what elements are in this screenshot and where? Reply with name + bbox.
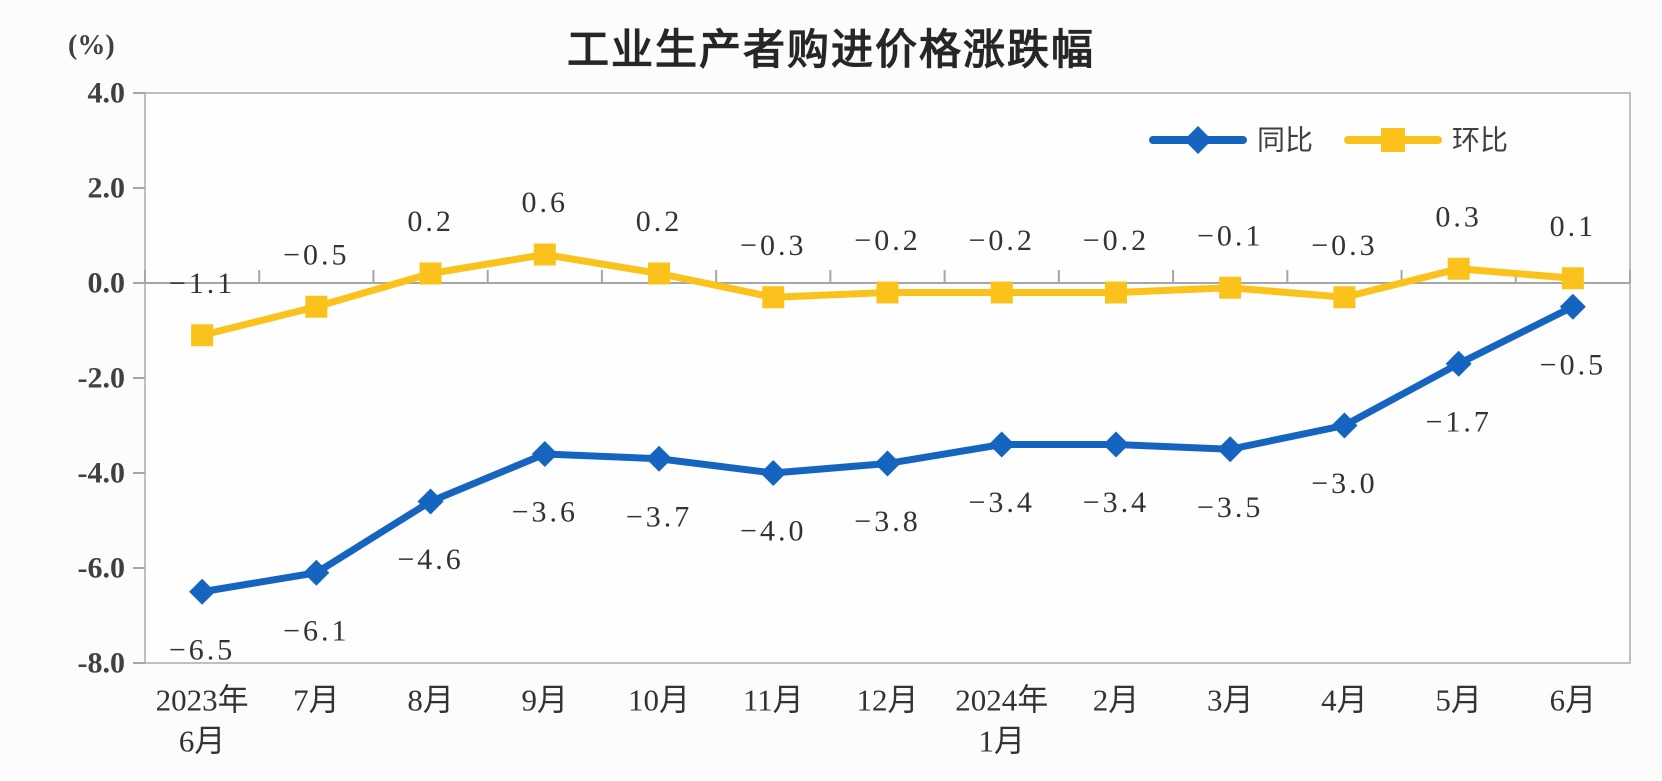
data-point-marker — [1447, 257, 1470, 280]
data-point-marker — [417, 488, 444, 515]
data-point-marker — [1104, 281, 1127, 304]
data-point-marker — [191, 324, 214, 347]
legend-item-yoy: 同比 — [1149, 125, 1313, 156]
data-point-marker — [1217, 436, 1244, 463]
x-axis-tick-label: 8月 — [407, 683, 454, 718]
data-point-marker — [1331, 412, 1358, 439]
data-point-marker — [646, 445, 673, 472]
data-point-label: 0.1 — [1550, 210, 1597, 243]
x-axis-tick-label: 10月 — [628, 683, 690, 718]
data-point-marker — [305, 295, 328, 318]
x-axis-tick-label: 2023年 — [156, 683, 249, 718]
data-point-label: −0.2 — [1083, 224, 1149, 257]
legend-label-mom: 环比 — [1452, 125, 1508, 156]
y-axis-tick-label: -6.0 — [78, 552, 126, 585]
y-axis-tick-label: 0.0 — [88, 267, 126, 300]
data-point-label: −6.1 — [283, 614, 349, 647]
data-point-label: −0.1 — [1197, 219, 1263, 252]
data-point-label: −1.1 — [169, 267, 235, 300]
data-point-label: −4.0 — [740, 515, 806, 548]
x-axis-tick-label: 7月 — [293, 683, 340, 718]
data-point-marker — [876, 281, 899, 304]
y-axis-tick-label: 2.0 — [88, 172, 126, 205]
data-point-label: −0.5 — [1540, 348, 1606, 381]
legend-item-mom: 环比 — [1344, 125, 1508, 156]
y-axis-tick-label: -8.0 — [78, 647, 126, 680]
x-axis-tick-label: 1月 — [978, 724, 1025, 759]
data-point-marker — [874, 450, 901, 477]
legend-label-yoy: 同比 — [1257, 125, 1313, 156]
data-point-marker — [533, 243, 556, 266]
chart-title: 工业生产者购进价格涨跌幅 — [566, 26, 1095, 73]
data-point-label: −3.7 — [626, 500, 692, 533]
x-axis-tick-label: 12月 — [857, 683, 919, 718]
data-point-label: −3.6 — [512, 496, 578, 529]
series-mom: −1.1 −0.5 0.2 0.6 0.2 −0.3 −0.2 −0.2 −0.2 −0.1 −0.… — [169, 186, 1597, 347]
data-point-label: −0.3 — [740, 229, 806, 262]
data-point-label: 0.2 — [407, 205, 454, 238]
legend-square-icon — [1381, 128, 1405, 152]
data-point-label: 0.6 — [522, 186, 569, 219]
data-point-marker — [419, 262, 442, 285]
data-point-label: −1.7 — [1425, 405, 1491, 438]
data-point-marker — [303, 559, 330, 586]
y-axis-tick-label: 4.0 — [88, 77, 126, 110]
data-point-label: −4.6 — [397, 543, 463, 576]
data-point-label: −3.0 — [1311, 467, 1377, 500]
x-axis-tick-label: 6月 — [1550, 683, 1597, 718]
data-point-label: −0.2 — [969, 224, 1035, 257]
plot-area — [144, 92, 1631, 664]
data-point-label: −0.2 — [854, 224, 920, 257]
y-axis-tick-label: -2.0 — [78, 362, 126, 395]
data-point-marker — [990, 281, 1013, 304]
series-yoy: −6.5 −6.1 −4.6 −3.6 −3.7 −4.0 −3.8 −3.4 −3.4 −3.5… — [169, 293, 1606, 666]
x-axis-tick-label: 4月 — [1321, 683, 1368, 718]
data-point-label: −3.8 — [854, 505, 920, 538]
data-point-marker — [648, 262, 671, 285]
data-point-marker — [760, 460, 787, 486]
legend: 同比 环比 — [1149, 125, 1508, 156]
data-point-marker — [189, 578, 216, 605]
y-axis-tick-label: -4.0 — [78, 457, 126, 490]
data-point-label: −3.5 — [1197, 491, 1263, 524]
x-axis-tick-label: 11月 — [743, 683, 804, 718]
data-point-label: −3.4 — [969, 486, 1035, 519]
data-point-marker — [1561, 267, 1584, 290]
x-axis-tick-label: 3月 — [1207, 683, 1254, 718]
data-point-marker — [1102, 431, 1129, 458]
data-point-marker — [1559, 293, 1586, 320]
data-point-label: −3.4 — [1083, 486, 1149, 519]
data-point-label: −0.3 — [1311, 229, 1377, 262]
data-point-label: 0.2 — [636, 205, 683, 238]
x-axis-tick-label: 2024年 — [955, 683, 1048, 718]
data-point-marker — [1445, 350, 1472, 377]
data-point-label: −6.5 — [169, 633, 235, 666]
data-point-marker — [762, 286, 785, 309]
x-axis-tick-label: 6月 — [179, 724, 226, 759]
data-point-marker — [1333, 286, 1356, 309]
legend-diamond-icon — [1184, 126, 1212, 154]
x-axis-tick-label: 2月 — [1093, 683, 1140, 718]
x-axis-tick-label: 9月 — [522, 683, 569, 718]
data-point-marker — [1219, 276, 1242, 299]
data-point-marker — [988, 431, 1015, 458]
data-point-label: 0.3 — [1435, 200, 1482, 233]
data-point-label: −0.5 — [283, 238, 349, 271]
data-point-marker — [531, 441, 558, 467]
x-axis-tick-label: 5月 — [1435, 683, 1482, 718]
y-axis-unit-label: (%) — [68, 30, 115, 61]
